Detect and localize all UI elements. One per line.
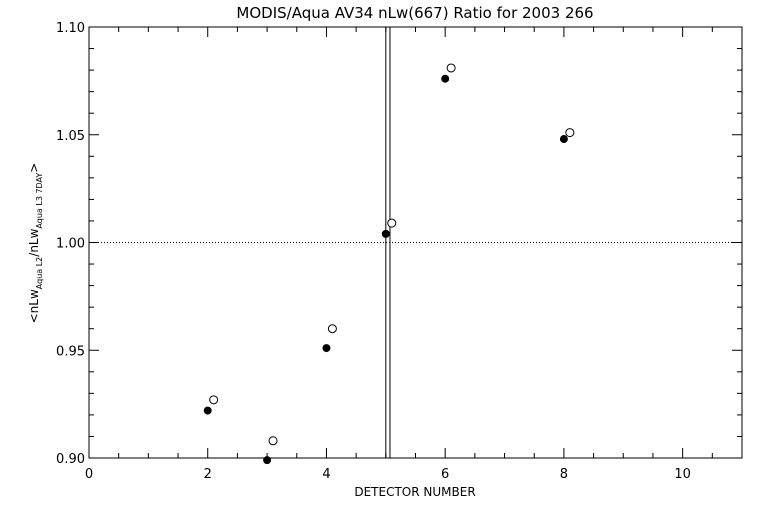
- y-label-slash: /nLw: [27, 228, 41, 256]
- x-tick-label: 10: [674, 467, 691, 482]
- vertical-lines: [385, 27, 391, 458]
- y-label-sub1: Aqua L2: [35, 257, 44, 289]
- filled-point: [263, 456, 272, 465]
- filled-point: [381, 229, 390, 238]
- y-tick-label: 0.95: [56, 344, 85, 359]
- filled-point: [441, 74, 450, 83]
- open-point: [268, 436, 278, 446]
- x-tick-label: 2: [204, 467, 212, 482]
- x-axis-label: DETECTOR NUMBER: [354, 485, 475, 499]
- open-point: [327, 324, 337, 334]
- open-point: [565, 128, 575, 138]
- y-tick-label: 1.10: [56, 21, 85, 36]
- y-axis-label: <nLwAqua L2/nLwAqua L3 7DAY>: [27, 163, 44, 324]
- y-label-open: <nLw: [27, 289, 41, 323]
- y-label-close: >: [27, 163, 41, 173]
- chart-title: MODIS/Aqua AV34 nLw(667) Ratio for 2003 …: [236, 4, 593, 22]
- y-label-sub2: Aqua L3 7DAY: [35, 173, 44, 229]
- y-tick-label: 0.90: [56, 452, 85, 467]
- x-tick-label: 4: [322, 467, 330, 482]
- axis-ticks: 0 2 4 6 8 10 0.90 0.95 1.00 1.05 1.10: [56, 21, 743, 482]
- y-tick-label: 1.05: [56, 129, 85, 144]
- x-tick-label: 0: [85, 467, 93, 482]
- filled-point: [322, 344, 331, 353]
- open-point: [446, 63, 456, 73]
- data-points: [203, 63, 575, 465]
- x-tick-label: 6: [441, 467, 449, 482]
- open-point: [209, 395, 219, 405]
- filled-point: [559, 135, 568, 144]
- y-tick-label: 1.00: [56, 237, 85, 252]
- x-tick-label: 8: [560, 467, 568, 482]
- filled-point: [203, 406, 212, 415]
- open-point: [387, 218, 397, 228]
